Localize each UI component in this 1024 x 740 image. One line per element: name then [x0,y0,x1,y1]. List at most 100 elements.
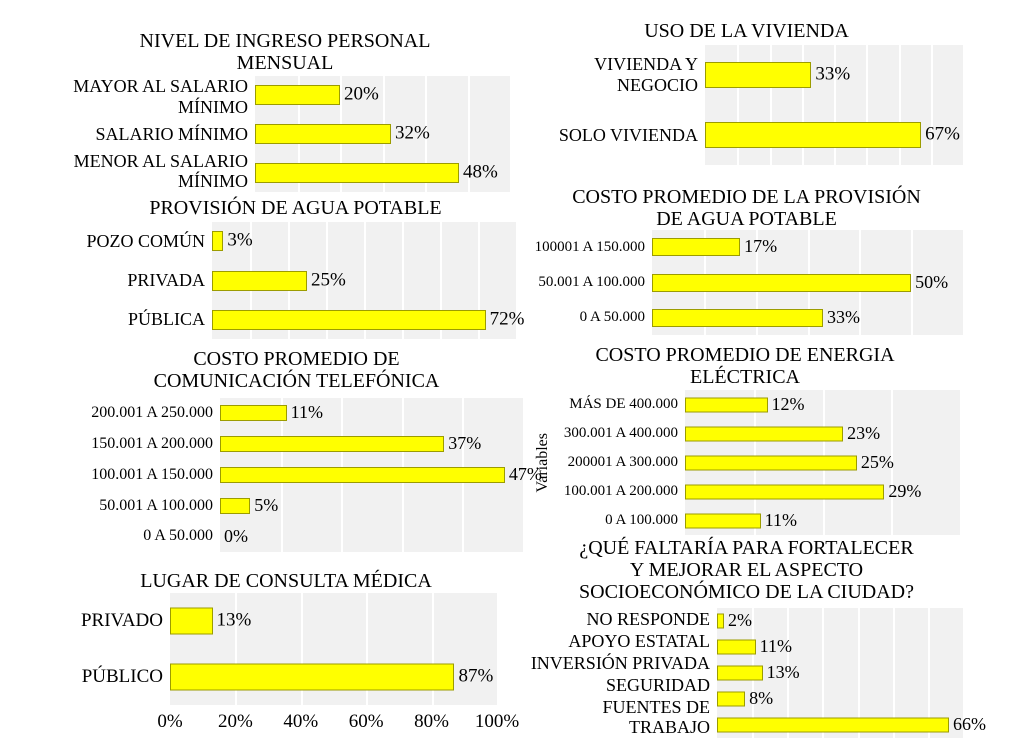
bar [212,309,486,330]
value-label: 87% [458,665,494,687]
bar [717,639,756,655]
chart-title: USO DE LA VIVIENDA [644,20,849,42]
category-label: INVERSIÓN PRIVADA [530,653,710,674]
category-label: PRIVADA [127,270,205,291]
chart-uso-vivienda: USO DE LA VIVIENDA VIVIENDA Y NEGOCIO SOL… [530,20,963,165]
bar [705,122,922,148]
plot-area: 12% 23% 25% 29% 11% [685,390,960,535]
bar [170,607,213,635]
gridline [425,76,427,192]
chart-title: LUGAR DE CONSULTA MÉDICA [140,570,432,592]
bar [685,426,844,441]
value-label: 50% [915,271,949,292]
category-axis: MÁS DE 400.000 300.001 A 400.000 200001 A … [555,390,685,535]
category-label: APOYO ESTATAL [568,630,710,651]
bar [685,455,857,470]
chart-costo-agua: COSTO PROMEDIO DE LA PROVISIÓN DE AGUA P… [530,186,963,335]
category-label: 200.001 A 250.000 [91,404,213,422]
category-label: FUENTES DE TRABAJO [602,696,711,738]
value-label: 37% [448,433,482,454]
chart-title: COSTO PROMEDIO DE LA PROVISIÓN DE AGUA P… [572,186,921,230]
gridline [911,230,914,335]
plot-area: 2% 11% 13% 8% 66% [717,608,986,738]
value-label: 48% [463,161,498,183]
gridline [822,608,825,738]
category-label: SALARIO MÍNIMO [95,123,249,144]
value-label: 11% [759,636,792,657]
plot-area: 13% 87% [170,593,497,705]
value-label: 20% [343,83,379,105]
bar [220,467,505,483]
category-axis: VIVIENDA Y NEGOCIO SOLO VIVIENDA [530,45,705,165]
category-label: 0 A 50.000 [579,308,645,325]
bar [652,238,741,257]
bar [685,484,885,499]
chart-fortalecer-ciudad: ¿QUÉ FALTARÍA PARA FORTALECER Y MEJORAR … [530,537,986,738]
axis-tick-label: 20% [217,711,253,732]
chart-title: ¿QUÉ FALTARÍA PARA FORTALECER Y MEJORAR … [579,537,914,603]
category-label: VIVIENDA Y NEGOCIO [594,54,698,95]
category-label: 0 A 50.000 [143,527,213,545]
category-label: 100.001 A 200.000 [563,482,678,499]
axis-tick-label: 0% [157,711,183,732]
category-axis: NO RESPONDE APOYO ESTATAL INVERSIÓN PRIVAD… [530,608,717,738]
bar [212,270,307,291]
category-axis: PRIVADO PÚBLICO [75,593,170,705]
axis-tick-label: 40% [283,711,319,732]
category-label: 0 A 100.000 [605,511,678,528]
bar [255,162,459,183]
bar [717,691,746,707]
value-label: 13% [766,662,800,683]
bar [220,497,251,514]
value-label: 8% [749,688,774,709]
value-label: 12% [771,393,805,414]
gridline [366,593,369,705]
gridline [892,608,895,738]
bar [685,397,768,412]
category-label: POZO COMÚN [86,231,205,252]
x-axis: 0% 20% 40% 60% 80% 100% [157,705,519,732]
chart-title: PROVISIÓN DE AGUA POTABLE [149,197,442,219]
value-label: 29% [888,480,922,501]
chart-consulta-medica: LUGAR DE CONSULTA MÉDICA PRIVADO PÚBLICO … [75,570,519,732]
value-label: 13% [216,609,252,631]
gridline [891,390,894,535]
bar [255,85,340,106]
value-label: 33% [815,63,851,85]
chart-nivel-ingreso: NIVEL DE INGRESO PERSONAL MENSUAL MAYOR … [60,30,510,192]
chart-costo-telefono: COSTO PROMEDIO DE COMUNICACIÓN TELEFÓNIC… [70,348,542,552]
category-label: 200001 A 300.000 [567,453,678,470]
chart-provision-agua: PROVISIÓN DE AGUA POTABLE POZO COMÚN PRIV… [75,197,524,339]
value-label: 5% [254,494,279,515]
category-label: MÁS DE 400.000 [569,395,678,412]
category-label: 150.001 A 200.000 [91,435,213,452]
value-label: 0% [224,525,248,546]
category-label: PÚBLICA [127,309,205,330]
value-label: 3% [227,230,253,252]
gridline [478,222,480,339]
category-axis: 200.001 A 250.000 150.001 A 200.000 100.00… [70,398,220,552]
category-axis: 100001 A 150.000 50.001 A 100.000 0 A 50.0… [530,230,652,335]
category-label: 100.001 A 150.000 [91,465,213,483]
category-axis: POZO COMÚN PRIVADA PÚBLICA [75,222,212,339]
category-label: SEGURIDAD [605,675,710,696]
value-label: 47% [508,464,542,485]
gridline [467,76,470,192]
bar [652,308,824,327]
gridline [326,222,328,339]
gridline [440,222,442,339]
category-label: 50.001 A 100.000 [99,496,213,514]
plot-area: 17% 50% 33% [652,230,963,335]
category-label: NO RESPONDE [586,608,710,629]
gridline [930,45,933,165]
bar [255,124,391,144]
gridline [769,45,772,165]
chart-title: NIVEL DE INGRESO PERSONAL MENSUAL [139,30,431,74]
value-label: 11% [290,402,323,423]
axis-tick-label: 100% [474,711,520,732]
gridline [866,45,869,165]
bar [705,62,812,88]
category-label: 100001 A 150.000 [534,238,645,255]
value-label: 2% [728,610,753,631]
value-label: 23% [847,422,881,443]
